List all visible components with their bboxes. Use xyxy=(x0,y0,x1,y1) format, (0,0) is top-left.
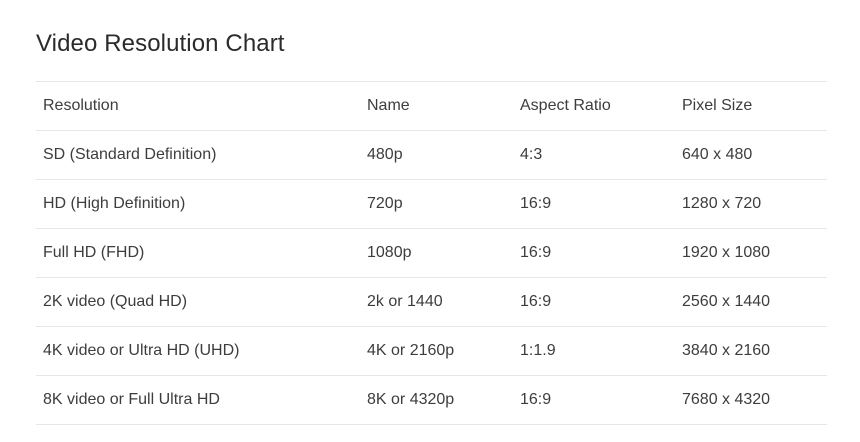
cell-aspect-ratio: 16:9 xyxy=(513,375,675,425)
table-header-row: Resolution Name Aspect Ratio Pixel Size xyxy=(36,81,827,131)
cell-pixel-size: 1920 x 1080 xyxy=(675,228,827,278)
cell-name: 480p xyxy=(360,130,513,180)
table-row: Full HD (FHD) 1080p 16:9 1920 x 1080 xyxy=(36,228,827,278)
page-title: Video Resolution Chart xyxy=(36,30,285,57)
table-row: HD (High Definition) 720p 16:9 1280 x 72… xyxy=(36,179,827,229)
cell-name: 8K or 4320p xyxy=(360,375,513,425)
cell-resolution: 8K video or Full Ultra HD xyxy=(36,375,360,425)
table-row: 8K video or Full Ultra HD 8K or 4320p 16… xyxy=(36,375,827,425)
header-resolution: Resolution xyxy=(36,81,360,131)
cell-aspect-ratio: 16:9 xyxy=(513,277,675,327)
cell-resolution: Full HD (FHD) xyxy=(36,228,360,278)
table-row: SD (Standard Definition) 480p 4:3 640 x … xyxy=(36,130,827,180)
cell-pixel-size: 2560 x 1440 xyxy=(675,277,827,327)
resolution-table: Resolution Name Aspect Ratio Pixel Size … xyxy=(36,81,827,425)
cell-resolution: 2K video (Quad HD) xyxy=(36,277,360,327)
cell-name: 720p xyxy=(360,179,513,229)
header-aspect-ratio: Aspect Ratio xyxy=(513,81,675,131)
header-pixel-size: Pixel Size xyxy=(675,81,827,131)
cell-aspect-ratio: 16:9 xyxy=(513,179,675,229)
cell-name: 2k or 1440 xyxy=(360,277,513,327)
cell-pixel-size: 640 x 480 xyxy=(675,130,827,180)
cell-name: 4K or 2160p xyxy=(360,326,513,376)
cell-resolution: 4K video or Ultra HD (UHD) xyxy=(36,326,360,376)
cell-pixel-size: 1280 x 720 xyxy=(675,179,827,229)
cell-pixel-size: 3840 x 2160 xyxy=(675,326,827,376)
cell-aspect-ratio: 16:9 xyxy=(513,228,675,278)
cell-pixel-size: 7680 x 4320 xyxy=(675,375,827,425)
table-row: 4K video or Ultra HD (UHD) 4K or 2160p 1… xyxy=(36,326,827,376)
cell-aspect-ratio: 1:1.9 xyxy=(513,326,675,376)
cell-name: 1080p xyxy=(360,228,513,278)
table-row: 2K video (Quad HD) 2k or 1440 16:9 2560 … xyxy=(36,277,827,327)
cell-resolution: HD (High Definition) xyxy=(36,179,360,229)
cell-aspect-ratio: 4:3 xyxy=(513,130,675,180)
header-name: Name xyxy=(360,81,513,131)
cell-resolution: SD (Standard Definition) xyxy=(36,130,360,180)
